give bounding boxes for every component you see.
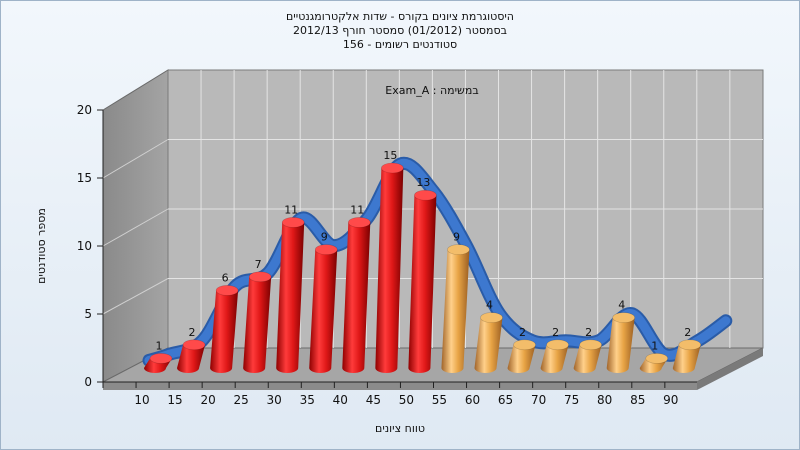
y-tick-label: 0 xyxy=(84,375,92,389)
grid-line-wall xyxy=(102,139,169,179)
bar-value-label: 4 xyxy=(618,299,625,312)
y-tick-label: 5 xyxy=(84,307,92,321)
x-tick-label: 45 xyxy=(366,393,381,407)
bar xyxy=(144,353,173,373)
bar xyxy=(540,339,569,373)
x-axis-title: טווח ציונים xyxy=(375,422,425,435)
left-wall xyxy=(102,69,169,383)
y-tick-label: 10 xyxy=(77,239,92,253)
chart-annotation: Exam_A : במשימה xyxy=(385,84,478,97)
bar-value-label: 2 xyxy=(519,326,526,339)
bar-value-label: 6 xyxy=(222,271,229,284)
x-tick-label: 25 xyxy=(234,393,249,407)
bar-value-label: 1 xyxy=(156,339,163,352)
x-tick-label: 70 xyxy=(531,393,546,407)
bar-value-label: 2 xyxy=(189,326,196,339)
bar xyxy=(408,189,437,373)
x-tick-label: 65 xyxy=(498,393,513,407)
x-tick-label: 35 xyxy=(300,393,315,407)
grid-line-wall xyxy=(102,208,169,247)
bar-value-label: 4 xyxy=(486,299,493,312)
bar-value-label: 7 xyxy=(255,258,262,271)
grid-line-wall xyxy=(102,278,169,315)
x-tick-label: 85 xyxy=(630,393,645,407)
bar xyxy=(177,339,206,373)
x-tick-label: 15 xyxy=(167,393,182,407)
x-tick-label: 75 xyxy=(564,393,579,407)
bar-value-label: 2 xyxy=(585,326,592,339)
bar-value-label: 13 xyxy=(416,176,430,189)
x-tick-label: 20 xyxy=(200,393,215,407)
bar xyxy=(276,217,305,373)
bar-value-label: 1 xyxy=(651,339,658,352)
bar-value-label: 2 xyxy=(552,326,559,339)
bar xyxy=(243,271,272,373)
x-tick-label: 60 xyxy=(465,393,480,407)
y-tick-label: 20 xyxy=(77,103,92,117)
bar-value-label: 2 xyxy=(684,326,691,339)
x-tick-label: 30 xyxy=(267,393,282,407)
chart-title-line-3: סטודנטים רשומים - 156 xyxy=(342,38,458,51)
x-tick-label: 55 xyxy=(432,393,447,407)
bar-value-label: 15 xyxy=(383,149,397,162)
y-tick-label: 15 xyxy=(77,171,92,185)
bar xyxy=(474,312,503,373)
bar xyxy=(672,339,702,373)
bar-value-label: 9 xyxy=(321,231,328,244)
bar xyxy=(375,162,404,373)
bar xyxy=(309,244,338,373)
bar xyxy=(441,244,470,373)
bar xyxy=(573,339,602,373)
x-tick-label: 50 xyxy=(399,393,414,407)
chart-title-line-1: היסטוגרמת ציונים בקורס - שדות אלקטרומגנט… xyxy=(286,10,514,23)
x-tick-label: 90 xyxy=(663,393,678,407)
x-tick-label: 40 xyxy=(333,393,348,407)
bar-value-label: 9 xyxy=(453,231,460,244)
x-tick-label: 80 xyxy=(597,393,612,407)
floor-right-edge xyxy=(697,348,763,390)
x-tick-label: 10 xyxy=(134,393,149,407)
bar xyxy=(342,217,371,373)
bar xyxy=(606,312,636,373)
chart-title-line-2: בסמסטר (01/2012) סמסטר חורף 2012/13 xyxy=(293,24,507,37)
trend-ribbon xyxy=(144,158,731,365)
y-axis-title: מספר סטודנטים xyxy=(35,208,48,284)
bar xyxy=(507,339,536,373)
bar xyxy=(210,285,239,373)
bar-value-label: 11 xyxy=(350,203,364,216)
bar-value-label: 11 xyxy=(284,203,298,216)
bar xyxy=(639,353,669,373)
